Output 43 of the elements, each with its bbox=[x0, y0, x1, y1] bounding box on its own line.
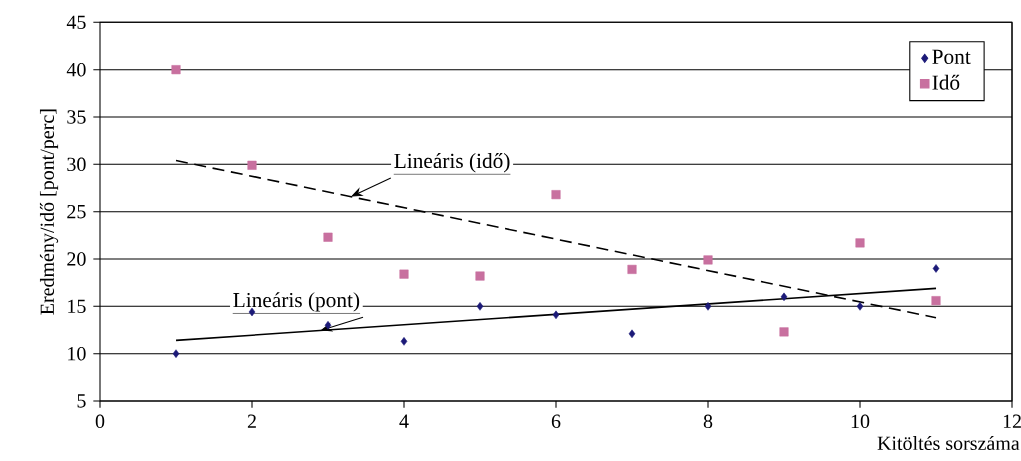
point bbox=[780, 292, 788, 302]
x-tick-label: 4 bbox=[399, 414, 409, 428]
point bbox=[248, 307, 256, 317]
point bbox=[703, 255, 713, 265]
point bbox=[475, 271, 485, 281]
point bbox=[171, 65, 181, 75]
y-tick-label: 25 bbox=[67, 204, 86, 219]
point bbox=[172, 349, 180, 358]
y-tick-label: 20 bbox=[67, 252, 86, 266]
point bbox=[628, 329, 636, 339]
point bbox=[551, 190, 561, 200]
point bbox=[856, 302, 864, 311]
y-tick-label: 15 bbox=[68, 299, 86, 314]
y-tick-label: 30 bbox=[67, 157, 86, 172]
y-axis-title: Eredmény/idő [pont/perc] bbox=[39, 109, 59, 315]
legend-label: Pont bbox=[932, 49, 971, 64]
point bbox=[399, 269, 409, 279]
point bbox=[476, 302, 484, 311]
y-tick-label: 35 bbox=[67, 110, 86, 124]
point bbox=[552, 310, 560, 320]
x-tick-label: 0 bbox=[95, 414, 105, 429]
point bbox=[931, 296, 941, 306]
point bbox=[932, 264, 940, 273]
x-tick-label: 10 bbox=[851, 414, 870, 429]
x-tick-label: 2 bbox=[247, 414, 256, 428]
x-axis-title: Kitöltés sorszáma bbox=[877, 435, 1020, 451]
legend-label: Idő bbox=[932, 74, 960, 90]
x-tick-label: 12 bbox=[1003, 414, 1021, 428]
point bbox=[400, 337, 408, 346]
y-tick-label: 10 bbox=[68, 346, 86, 361]
y-tick-label: 40 bbox=[66, 62, 86, 77]
series-label: Lineáris (pont) bbox=[233, 292, 360, 312]
point bbox=[627, 264, 637, 274]
point bbox=[704, 302, 712, 311]
x-tick-label: 6 bbox=[551, 414, 561, 429]
point bbox=[779, 327, 789, 337]
y-tick-label: 45 bbox=[66, 15, 86, 30]
point bbox=[247, 160, 257, 170]
y-tick-label: 5 bbox=[77, 394, 86, 408]
x-tick-label: 8 bbox=[703, 414, 713, 429]
point bbox=[323, 232, 333, 242]
point bbox=[855, 238, 865, 248]
series-label: Lineáris (idő) bbox=[394, 153, 510, 173]
